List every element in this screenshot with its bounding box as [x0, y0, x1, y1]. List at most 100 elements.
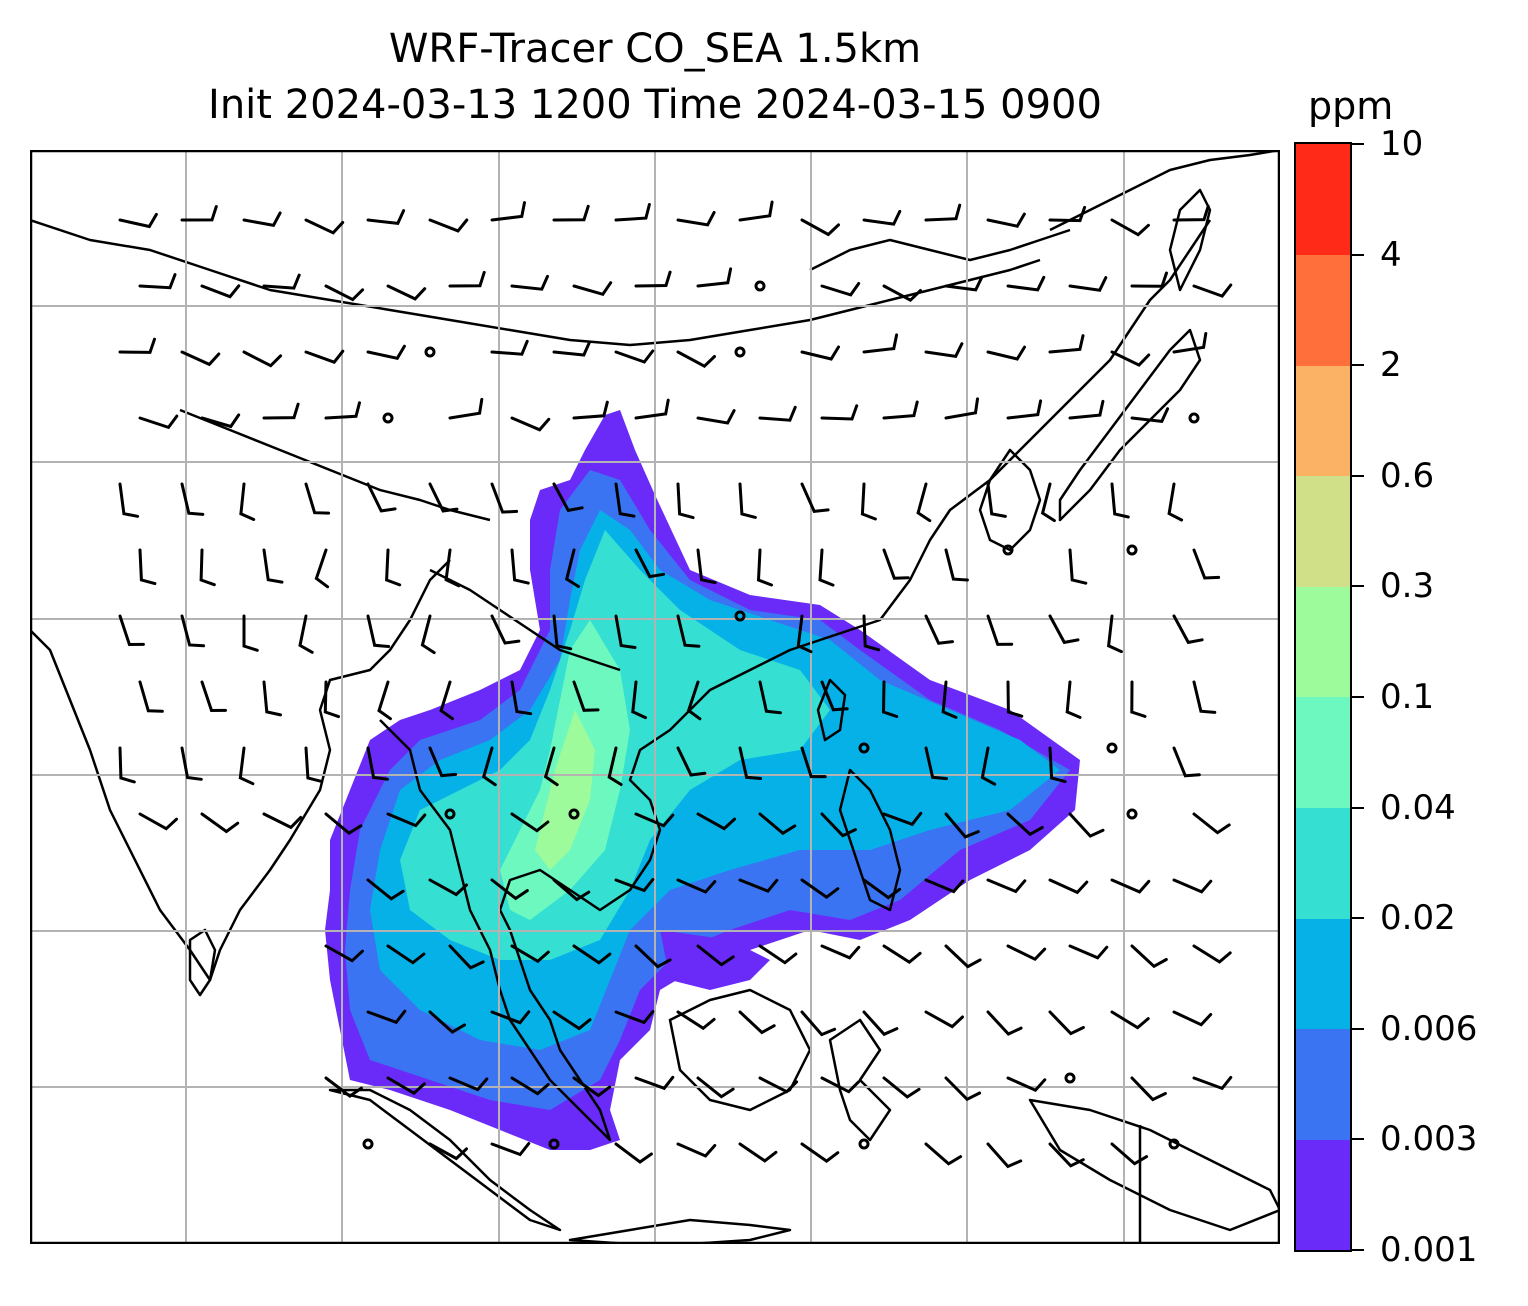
wind-barb	[800, 1010, 837, 1037]
wind-barb	[820, 680, 849, 712]
wind-barb	[180, 746, 203, 781]
wind-barb	[1048, 614, 1080, 645]
wind-barb	[676, 614, 701, 648]
wind-barb	[820, 812, 857, 838]
wind-barb	[614, 203, 651, 222]
wind-barb	[1006, 812, 1044, 837]
wind-barb	[448, 944, 485, 970]
wind-barb	[986, 1142, 1023, 1169]
wind-barb	[860, 482, 877, 521]
wind-barb	[366, 1009, 407, 1025]
wind-barb	[986, 212, 1026, 228]
wind-barb	[180, 614, 206, 648]
wind-barb	[490, 482, 519, 514]
wind-barb	[614, 349, 655, 364]
wind-barb	[696, 548, 717, 585]
wind-barb	[1110, 878, 1151, 894]
border-china-russia	[809, 228, 1071, 272]
colorbar-tick	[1352, 474, 1364, 477]
wind-barb	[676, 350, 716, 369]
wind-barb	[298, 614, 314, 654]
wind-barb	[324, 284, 365, 302]
wind-barb	[118, 746, 136, 784]
wind-barb	[634, 270, 672, 288]
wind-barb	[366, 344, 406, 360]
wind-barb	[323, 680, 340, 719]
wind-barb	[118, 337, 156, 354]
wind-barb	[676, 878, 717, 894]
wind-barb	[428, 218, 469, 233]
wind-barb	[1192, 680, 1217, 714]
colorbar-tick	[1352, 364, 1364, 367]
wind-barb	[944, 944, 982, 969]
wind-barb	[1068, 276, 1108, 292]
wind-barb	[1172, 1010, 1213, 1027]
wind-barb	[304, 746, 323, 783]
wind-barb	[696, 1076, 735, 1099]
wind-barb	[314, 548, 330, 589]
wind-barb	[138, 812, 178, 831]
calm-wind-marker	[1002, 544, 1014, 556]
wind-barb	[385, 548, 402, 587]
wind-barb	[324, 944, 364, 963]
wind-barb	[490, 201, 526, 222]
wind-barb	[1048, 1142, 1085, 1168]
wind-barb	[800, 218, 840, 237]
wind-barb	[366, 209, 406, 226]
wind-barb	[552, 340, 591, 357]
colorbar-tick	[1352, 917, 1364, 920]
wind-barb	[944, 812, 980, 839]
colorbar-segment	[1296, 807, 1350, 919]
wind-barb	[138, 414, 179, 430]
border-indochina-china	[429, 568, 621, 672]
wind-barb	[428, 746, 458, 778]
wind-barb	[862, 878, 902, 900]
wind-barbs	[118, 200, 1233, 1169]
wind-barb	[262, 812, 303, 830]
wind-barb	[1130, 271, 1168, 288]
calm-wind-marker	[734, 346, 746, 358]
wind-barb	[304, 482, 331, 515]
wind-barb	[324, 812, 363, 836]
concentration-band-0.1	[535, 710, 595, 870]
wind-barb	[634, 1075, 675, 1091]
wind-barb	[1048, 205, 1087, 223]
wind-barb	[366, 746, 389, 781]
wind-barb	[1048, 878, 1089, 895]
wind-barb	[1110, 350, 1151, 367]
wind-barb	[924, 614, 954, 645]
wind-barb	[800, 482, 830, 514]
calm-wind-marker	[1106, 742, 1118, 754]
wind-barb	[1048, 334, 1085, 354]
wind-barb	[1065, 680, 1082, 719]
coastline-china	[849, 219, 1212, 632]
colorbar-tick	[1352, 696, 1364, 698]
wind-barb	[1048, 746, 1067, 784]
colorbar-segment	[1296, 697, 1350, 809]
wind-barb	[366, 878, 405, 901]
wind-barb	[1006, 1076, 1047, 1093]
wind-barb	[614, 1010, 655, 1025]
colorbar-tick	[1352, 585, 1364, 588]
wind-barb	[428, 1010, 466, 1034]
wind-barb	[696, 944, 735, 967]
wind-barb	[1068, 399, 1105, 420]
wind-barb	[490, 878, 529, 901]
calm-wind-marker	[754, 280, 766, 292]
wind-barb	[510, 416, 551, 432]
colorbar-tick	[1352, 253, 1364, 256]
wind-barb	[490, 339, 529, 356]
wind-barb	[510, 812, 550, 833]
colorbar-tick-label: 0.001	[1380, 1230, 1478, 1270]
colorbar-tick	[1352, 1138, 1364, 1141]
wind-barb	[1110, 1142, 1149, 1166]
wind-barb	[490, 614, 521, 645]
wind-barb	[696, 812, 736, 831]
wind-barb	[1006, 944, 1047, 962]
wind-barb	[820, 1076, 861, 1094]
wind-barb	[758, 405, 797, 422]
wind-barb	[552, 878, 591, 902]
wind-barb	[882, 1076, 921, 1099]
wind-barb	[686, 680, 702, 721]
wind-barb	[1068, 548, 1088, 585]
